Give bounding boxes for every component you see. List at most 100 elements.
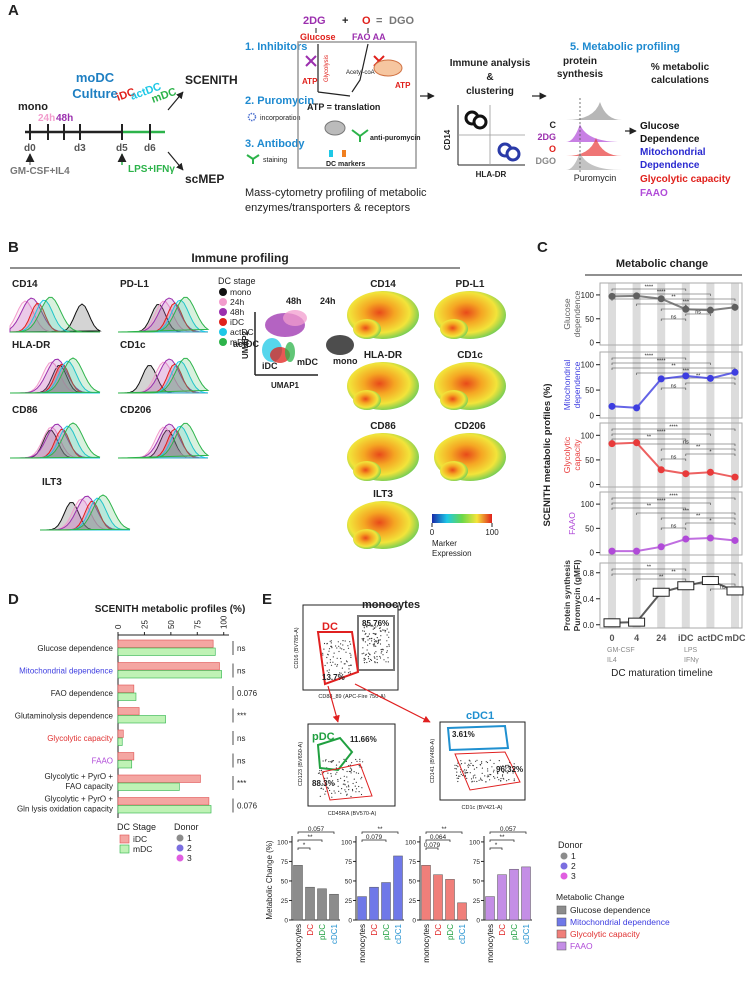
event	[366, 625, 368, 628]
event	[375, 651, 377, 653]
legend-swatch	[556, 941, 567, 951]
event	[379, 627, 381, 629]
method-box	[297, 41, 417, 169]
label: FAO capacity	[65, 782, 113, 791]
label: SCENITH metabolic profiles (%)	[542, 383, 553, 526]
label: 3.61%	[452, 730, 475, 739]
event	[481, 772, 483, 775]
event	[320, 769, 323, 772]
bar	[117, 684, 135, 693]
label: staining	[263, 157, 287, 164]
event	[335, 773, 337, 775]
label: monocytes	[294, 924, 303, 963]
label: DC maturation timeline	[611, 668, 713, 679]
label: CD86	[370, 421, 396, 432]
significance-bracket	[611, 433, 711, 436]
label: FAAO	[640, 188, 668, 199]
label: CD14	[443, 129, 452, 150]
event	[325, 790, 327, 793]
event	[358, 785, 360, 788]
event	[355, 788, 358, 790]
event	[377, 642, 379, 644]
label: Mitochondrial dependence	[19, 667, 113, 676]
label: CD88_89 (APC-Fire 750-A)	[318, 694, 385, 700]
label: ***	[237, 779, 246, 788]
point	[657, 543, 665, 551]
label: ns	[671, 524, 677, 530]
label: **	[499, 834, 505, 841]
label: ATP	[302, 77, 318, 86]
event	[373, 627, 375, 629]
label: ****	[669, 425, 678, 431]
point	[706, 374, 714, 382]
label: 0.079	[366, 834, 383, 841]
bar	[329, 893, 339, 921]
label: O	[362, 15, 371, 27]
event	[501, 775, 504, 777]
label: PD-L1	[456, 279, 485, 290]
event	[359, 758, 361, 761]
label: IFNγ	[684, 657, 699, 664]
event	[485, 761, 487, 763]
event	[460, 773, 462, 776]
significance-bracket	[660, 448, 736, 451]
legend-swatch	[176, 844, 184, 852]
box	[701, 576, 719, 586]
event	[367, 652, 370, 654]
label: pDC	[318, 924, 327, 940]
event	[346, 770, 348, 773]
event	[374, 657, 376, 659]
event	[381, 648, 383, 650]
event	[374, 652, 376, 654]
event	[473, 768, 475, 770]
significance-bracket	[660, 517, 736, 520]
label: dependence	[572, 361, 582, 408]
event	[373, 638, 375, 640]
label: 50	[281, 878, 289, 885]
legend-swatch	[219, 338, 227, 346]
peak-icon	[566, 102, 622, 120]
label: 0.076	[237, 802, 258, 811]
umap-cluster	[326, 335, 354, 355]
bar	[317, 888, 327, 921]
significance-bracket	[636, 512, 736, 515]
label: 100	[581, 500, 595, 509]
bar	[521, 866, 531, 921]
point	[682, 470, 690, 478]
label: 0	[590, 549, 595, 558]
label: 4	[634, 633, 639, 643]
event	[353, 771, 355, 773]
label: 48h	[230, 307, 244, 317]
event	[376, 662, 378, 664]
event	[336, 647, 338, 649]
event	[363, 630, 365, 632]
event	[373, 656, 375, 658]
event	[381, 650, 383, 653]
significance-bracket	[611, 507, 687, 510]
event	[350, 770, 352, 773]
ribosome	[324, 120, 346, 136]
trend-line	[611, 294, 736, 312]
event	[320, 773, 322, 775]
event	[464, 762, 466, 764]
label: Glycolysis	[324, 55, 330, 82]
label: 24	[656, 633, 666, 643]
label: Metabolic Change (%)	[265, 840, 274, 919]
label: Mitochondrial	[562, 360, 572, 411]
event	[498, 760, 500, 762]
significance-bracket	[611, 573, 736, 576]
event	[342, 769, 344, 771]
event	[478, 779, 480, 781]
arrow	[167, 91, 184, 111]
label: Glucose	[562, 298, 572, 329]
expression-map	[440, 319, 468, 339]
event	[383, 629, 385, 631]
pathway-arrow	[317, 43, 369, 97]
label: capacity	[572, 439, 582, 471]
event	[467, 772, 469, 774]
event	[371, 640, 373, 642]
label: pDC	[510, 924, 519, 940]
label: CD1c	[120, 340, 146, 351]
event	[454, 764, 456, 766]
